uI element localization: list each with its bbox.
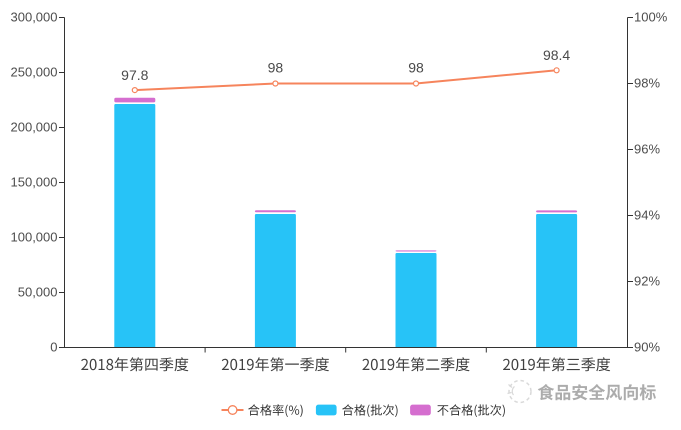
svg-text:94%: 94% xyxy=(634,208,660,223)
svg-text:90%: 90% xyxy=(634,340,660,355)
svg-text:0: 0 xyxy=(50,339,57,354)
svg-text:100,000: 100,000 xyxy=(11,229,58,244)
svg-text:92%: 92% xyxy=(634,274,660,289)
svg-text:200,000: 200,000 xyxy=(11,119,58,134)
svg-text:300,000: 300,000 xyxy=(11,9,58,24)
svg-text:50,000: 50,000 xyxy=(18,284,58,299)
svg-text:98%: 98% xyxy=(634,76,660,91)
svg-text:97.8: 97.8 xyxy=(121,67,148,83)
svg-text:98.4: 98.4 xyxy=(543,47,570,63)
svg-text:96%: 96% xyxy=(634,142,660,157)
svg-text:98: 98 xyxy=(408,60,424,76)
svg-text:150,000: 150,000 xyxy=(11,174,58,189)
svg-text:250,000: 250,000 xyxy=(11,64,58,79)
svg-text:100%: 100% xyxy=(634,10,668,25)
svg-text:98: 98 xyxy=(268,60,284,76)
